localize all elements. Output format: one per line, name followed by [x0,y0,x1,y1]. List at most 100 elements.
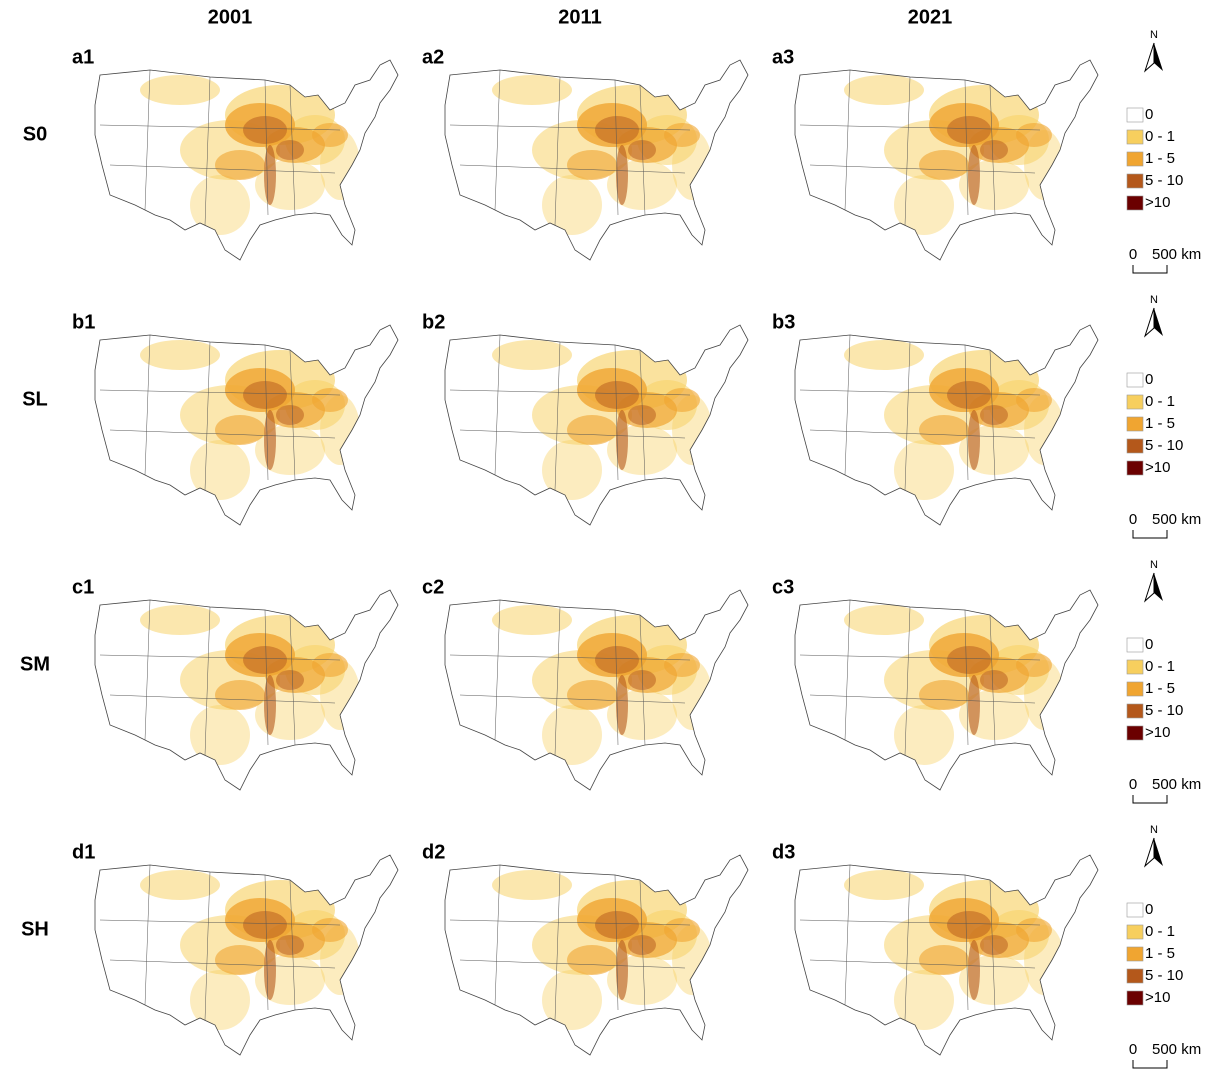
density-area [980,140,1008,160]
density-area [243,381,287,409]
density-area [312,918,348,942]
density-area [567,680,617,710]
legend-swatch [1127,108,1143,122]
density-area [312,653,348,677]
map-panel [445,325,748,525]
scale-start: 0 [1129,246,1137,263]
scale-start: 0 [1129,511,1137,528]
density-area [264,410,276,470]
density-area [1016,388,1052,412]
legend-swatch [1127,461,1143,475]
legend-label: 1 - 5 [1145,415,1175,432]
panel-label: c2 [422,576,444,598]
density-area [968,940,980,1000]
legend-label: >10 [1145,724,1170,741]
legend-label: 0 [1145,901,1153,918]
row-label: SH [21,918,49,940]
density-area [567,945,617,975]
legend-swatch [1127,395,1143,409]
density-area [595,911,639,939]
density-area [140,605,220,635]
legend-label: 1 - 5 [1145,680,1175,697]
density-area [968,145,980,205]
density-area [1016,918,1052,942]
density-area [243,646,287,674]
legend-swatch [1127,682,1143,696]
density-area [276,670,304,690]
column-header: 2001 [208,6,253,28]
map-panel [795,60,1098,260]
row-label: SM [20,653,50,675]
density-area [919,680,969,710]
legend-swatch [1127,925,1143,939]
map-panel [95,855,398,1055]
legend-swatch [1127,373,1143,387]
map-panel [795,855,1098,1055]
legend-swatch [1127,903,1143,917]
scale-end: 500 km [1152,776,1201,793]
legend-swatch [1127,196,1143,210]
north-label: N [1150,824,1158,836]
legend-label: 0 [1145,106,1153,123]
density-area [595,646,639,674]
density-area [215,415,265,445]
north-label: N [1150,294,1158,306]
density-area [140,75,220,105]
density-area [542,440,602,500]
scale-end: 500 km [1152,1041,1201,1058]
map-panel [445,855,748,1055]
legend-label: 0 [1145,636,1153,653]
legend-swatch [1127,704,1143,718]
scale-start: 0 [1129,1041,1137,1058]
figure: 200120112021S0a1a2a3N00 - 11 - 55 - 10>1… [0,0,1218,1071]
north-arrow [1154,573,1163,601]
panel-label: d2 [422,841,445,863]
scale-end: 500 km [1152,246,1201,263]
density-area [894,175,954,235]
map-panel [445,60,748,260]
scale-bar [1133,795,1167,803]
panel-label: c1 [72,576,94,598]
legend-swatch [1127,152,1143,166]
density-area [190,175,250,235]
scale-bar [1133,1060,1167,1068]
legend-swatch [1127,439,1143,453]
legend-swatch [1127,174,1143,188]
legend-label: >10 [1145,459,1170,476]
density-area [894,970,954,1030]
density-area [567,415,617,445]
density-area [980,670,1008,690]
panel-label: a1 [72,46,94,68]
density-area [264,940,276,1000]
legend-label: 0 - 1 [1145,658,1175,675]
density-area [844,340,924,370]
panel-label: b3 [772,311,795,333]
density-area [947,911,991,939]
density-area [542,705,602,765]
density-area [894,705,954,765]
density-area [215,680,265,710]
density-area [980,935,1008,955]
density-area [947,116,991,144]
density-area [140,870,220,900]
density-area [919,415,969,445]
density-area [980,405,1008,425]
north-label: N [1150,559,1158,571]
north-arrow [1154,838,1163,866]
panel-label: b2 [422,311,445,333]
panel-label: b1 [72,311,95,333]
density-area [542,175,602,235]
density-area [312,388,348,412]
density-area [276,405,304,425]
panel-label: d1 [72,841,95,863]
density-area [190,970,250,1030]
density-area [664,123,700,147]
density-area [264,675,276,735]
north-arrow [1145,838,1154,866]
legend-swatch [1127,638,1143,652]
legend-swatch [1127,991,1143,1005]
legend-label: 5 - 10 [1145,967,1183,984]
legend-swatch [1127,417,1143,431]
legend-label: 5 - 10 [1145,437,1183,454]
density-area [190,705,250,765]
